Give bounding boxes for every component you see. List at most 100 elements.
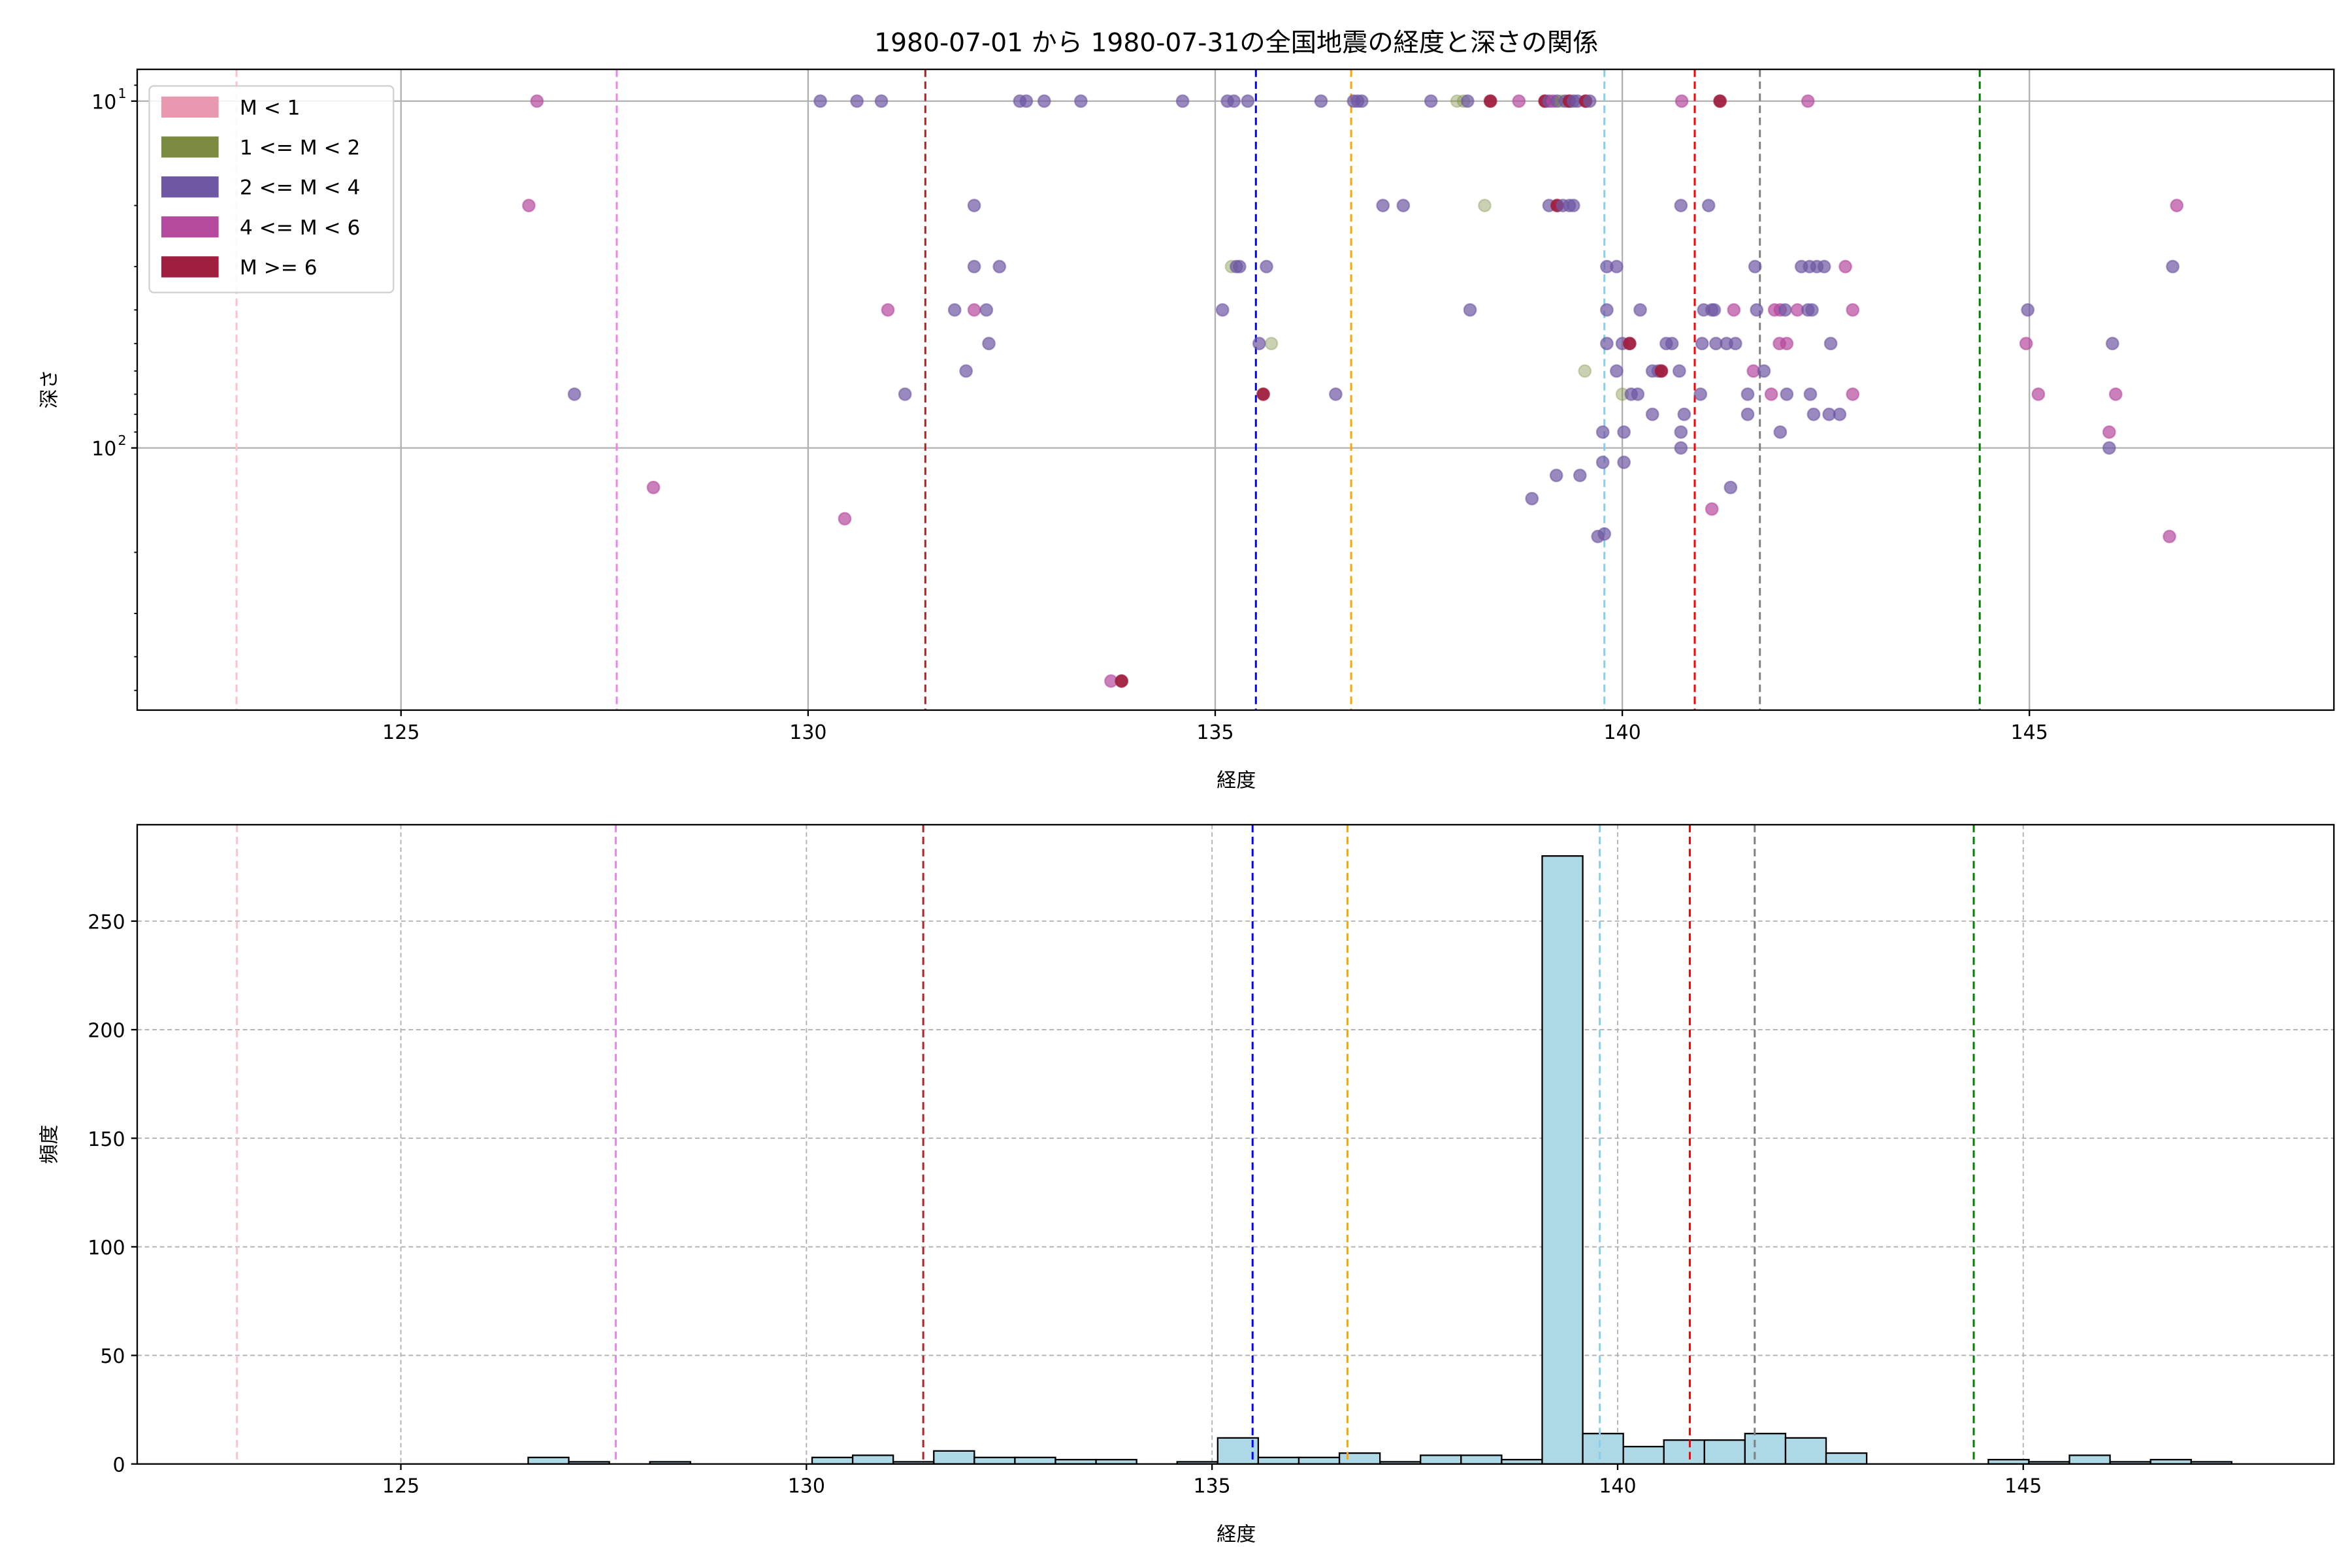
scatter-point xyxy=(1846,302,1860,317)
histogram-reference-lines xyxy=(236,825,1975,1464)
scatter-point xyxy=(1838,259,1852,274)
scatter-point xyxy=(1705,502,1719,516)
scatter-point xyxy=(1264,336,1279,351)
scatter-point xyxy=(1665,336,1679,351)
scatter-point xyxy=(967,259,981,274)
scatter-point xyxy=(1750,302,1764,317)
histogram-x-tick-label: 140 xyxy=(1599,1475,1636,1498)
histogram-bar xyxy=(2068,1454,2111,1465)
scatter-grid xyxy=(137,69,2334,710)
scatter-point xyxy=(1727,302,1741,317)
scatter-point xyxy=(1713,94,1727,108)
scatter-point xyxy=(1701,199,1716,212)
scatter-point xyxy=(1757,364,1771,378)
histogram-bar xyxy=(1663,1439,1705,1465)
histogram-bar xyxy=(1582,1433,1624,1465)
histogram-x-axis-label: 経度 xyxy=(1217,1523,1256,1546)
scatter-point xyxy=(967,302,981,317)
scatter-frame xyxy=(136,68,2335,711)
scatter-point xyxy=(1595,455,1610,469)
histogram-ticks: 125 130 135 140 145 0 50 100 150 200 250 xyxy=(88,911,2042,1497)
scatter-point xyxy=(1617,425,1631,439)
scatter-point xyxy=(1610,364,1624,378)
scatter-point xyxy=(2102,425,2116,439)
scatter-point xyxy=(1806,407,1821,421)
scatter-point xyxy=(1622,336,1637,351)
scatter-point xyxy=(1115,674,1129,688)
scatter-point xyxy=(1633,302,1647,317)
scatter-y-tick-label: 10 xyxy=(91,438,116,461)
legend-swatch xyxy=(161,216,219,238)
histogram-bar xyxy=(1338,1452,1381,1465)
scatter-point xyxy=(2102,441,2116,455)
scatter-point xyxy=(1803,387,1818,401)
scatter-point xyxy=(1376,199,1390,212)
scatter-point xyxy=(530,94,544,108)
scatter-point xyxy=(2108,387,2123,401)
histogram-y-tick-label: 0 xyxy=(112,1454,125,1477)
scatter-point xyxy=(1674,94,1689,108)
scatter-point xyxy=(1805,302,1819,317)
scatter-y-axis-label: 深さ xyxy=(38,369,61,408)
histogram-frame xyxy=(136,824,2335,1465)
scatter-point xyxy=(1778,302,1792,317)
scatter-point xyxy=(522,199,536,212)
scatter-point xyxy=(979,302,994,317)
scatter-point xyxy=(1233,259,1247,274)
scatter-point xyxy=(947,302,962,317)
scatter-point xyxy=(1773,425,1788,439)
legend: M < 1 1 <= M < 2 2 <= M < 4 4 <= M < 6 M >= … xyxy=(148,85,395,293)
scatter-point xyxy=(2170,199,2184,212)
scatter-point xyxy=(1674,425,1688,439)
histogram-bar xyxy=(1622,1446,1665,1465)
scatter-point xyxy=(850,94,864,108)
legend-swatch xyxy=(161,136,219,158)
scatter-point xyxy=(1037,94,1051,108)
scatter-point xyxy=(1252,336,1266,351)
scatter-point xyxy=(1693,387,1708,401)
scatter-point xyxy=(1424,94,1438,108)
scatter-x-tick-label: 130 xyxy=(789,721,826,744)
scatter-point xyxy=(1460,94,1475,108)
scatter-point xyxy=(982,336,996,351)
scatter-point xyxy=(646,480,661,495)
histogram-x-tick-label: 130 xyxy=(788,1475,825,1498)
histogram-x-tick-label: 135 xyxy=(1194,1475,1231,1498)
scatter-point xyxy=(1483,94,1497,108)
histogram-y-tick-label: 100 xyxy=(88,1237,125,1260)
histogram-y-tick-label: 200 xyxy=(88,1020,125,1043)
scatter-point xyxy=(1780,336,1794,351)
histogram-bar xyxy=(1744,1433,1787,1465)
histogram-y-tick-label: 150 xyxy=(88,1128,125,1151)
scatter-point xyxy=(1525,491,1539,506)
histogram-x-tick-label: 145 xyxy=(2004,1475,2042,1498)
histogram-bars xyxy=(527,855,2233,1465)
scatter-point xyxy=(1215,302,1230,317)
histogram-bar xyxy=(1014,1456,1056,1465)
scatter-y-tick-exponent: 2 xyxy=(118,433,126,448)
scatter-y-tick-exponent: 1 xyxy=(118,86,126,101)
scatter-point xyxy=(2019,336,2033,351)
scatter-point xyxy=(567,387,581,401)
scatter-reference-lines xyxy=(235,69,1981,710)
histogram-x-tick-label: 125 xyxy=(382,1475,419,1498)
scatter-point xyxy=(1260,259,1273,274)
scatter-point xyxy=(1549,468,1563,483)
histogram-bar xyxy=(527,1456,570,1465)
scatter-point xyxy=(1512,94,1526,108)
legend-label: M >= 6 xyxy=(240,256,318,280)
scatter-point xyxy=(1573,468,1587,483)
scatter-point xyxy=(1801,94,1815,108)
scatter-point xyxy=(874,94,889,108)
histogram-bar xyxy=(1460,1454,1503,1465)
scatter-point xyxy=(1672,364,1686,378)
histogram-y-axis-label: 頻度 xyxy=(38,1125,61,1164)
scatter-point xyxy=(1780,387,1794,401)
scatter-point xyxy=(1582,94,1597,108)
scatter-point xyxy=(1654,364,1669,378)
scatter-point xyxy=(1595,425,1610,439)
histogram-grid xyxy=(137,825,2334,1464)
histogram-bar xyxy=(811,1456,854,1465)
scatter-point xyxy=(1764,387,1778,401)
